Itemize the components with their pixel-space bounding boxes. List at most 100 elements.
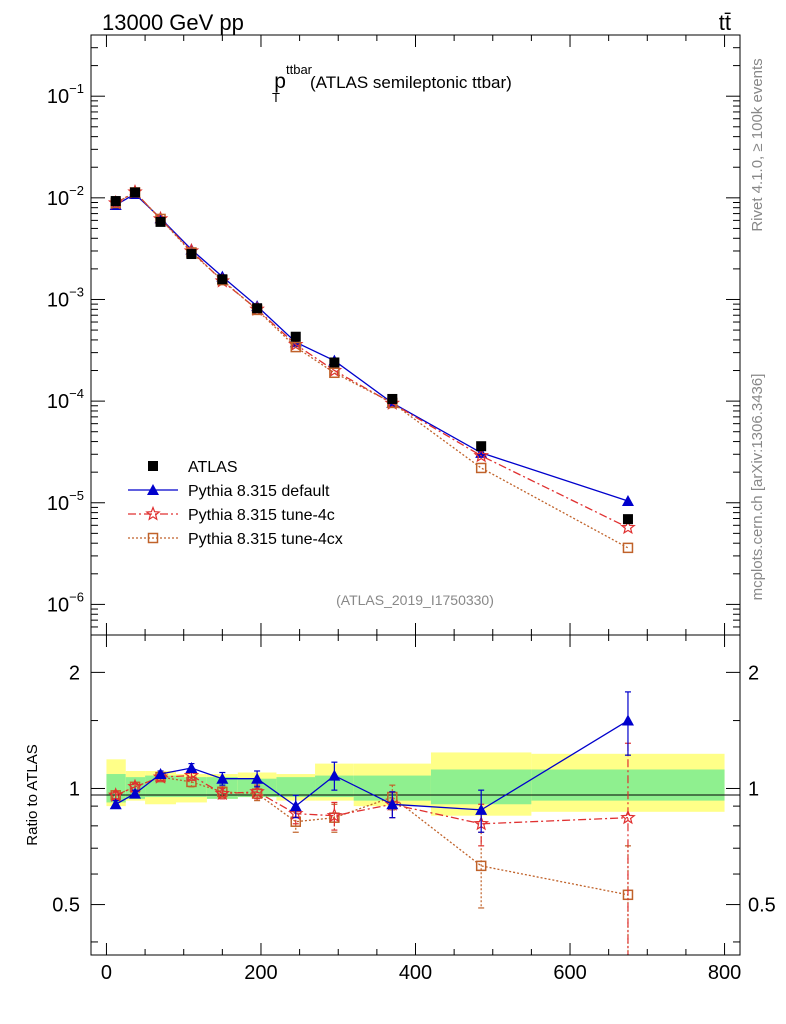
ratio-point-0-7 — [328, 769, 341, 781]
main-point-3-10 — [622, 542, 634, 554]
main-point-0-1 — [130, 187, 141, 198]
ratio-point-1-5 — [249, 783, 265, 799]
y-tick-label-1: 10−5 — [47, 488, 84, 515]
legend-label-1: Pythia 8.315 default — [188, 483, 330, 500]
x-tick-label-2: 400 — [399, 962, 432, 984]
main-point-3-6 — [290, 341, 301, 353]
series-2 — [107, 183, 636, 535]
legend-entry-1: Pythia 8.315 default — [128, 483, 330, 500]
header-left: 13000 GeV pp — [102, 10, 244, 35]
main-point-2-10 — [620, 519, 636, 535]
series-line-2 — [115, 191, 629, 529]
ratio-point-0-6 — [289, 800, 302, 812]
legend-label-2: Pythia 8.315 tune-4c — [188, 507, 335, 524]
ratio-point-1-3 — [183, 767, 200, 783]
ratio-point-1-4 — [214, 785, 231, 801]
x-tick-label-1: 200 — [244, 962, 277, 984]
main-point-1-10 — [621, 495, 634, 507]
ratio-tick-label-left-0: 0.5 — [52, 895, 80, 917]
legend-marker-0 — [148, 461, 158, 471]
y-tick-exp-2: −4 — [69, 386, 84, 401]
main-point-0-5 — [252, 303, 263, 314]
mcplots-label: mcplots.cern.ch [arXiv:1306.3436] — [749, 374, 766, 601]
legend-entry-0: ATLAS — [148, 459, 238, 476]
rivet-label: Rivet 4.1.0, ≥ 100k events — [749, 58, 766, 231]
legend-label-0: ATLAS — [188, 459, 238, 476]
main-point-0-7 — [329, 357, 340, 368]
legend-marker-1 — [147, 484, 159, 495]
main-point-3-9 — [475, 462, 487, 474]
legend: ATLAS Pythia 8.315 default Pythia 8.315 tu… — [128, 459, 343, 548]
ratio-point-1-10 — [620, 809, 636, 825]
y-tick-base-1: 10 — [47, 493, 69, 515]
ratio-tick-label-left-1: 1 — [69, 778, 80, 800]
legend-marker-3 — [147, 532, 159, 544]
band-inner-6 — [276, 777, 316, 798]
analysis-label: (ATLAS_2019_I1750330) — [336, 592, 494, 608]
series-0 — [110, 187, 633, 525]
ratio-tick-label-right-1: 1 — [748, 778, 759, 800]
title-sub: T — [272, 90, 280, 105]
ratio-point-1-2 — [152, 768, 169, 784]
legend-entry-2: Pythia 8.315 tune-4c — [128, 505, 335, 524]
main-point-0-8 — [387, 393, 398, 404]
ratio-series — [107, 691, 636, 955]
x-tick-label-3: 600 — [553, 962, 586, 984]
ratio-point-0-2 — [154, 768, 167, 780]
main-point-0-0 — [110, 196, 121, 207]
ratio-point-1-7 — [326, 807, 343, 823]
ratio-line-2 — [115, 776, 629, 896]
main-point-0-3 — [186, 249, 197, 260]
ratio-point-0-10 — [621, 714, 634, 726]
ratio-point-0-4 — [216, 772, 229, 784]
y-tick-exp-0: −6 — [69, 589, 84, 604]
ratio-tick-label-right-0: 0.5 — [748, 895, 776, 917]
main-point-0-2 — [155, 216, 166, 227]
title-rest: (ATLAS semileptonic ttbar) — [310, 73, 512, 92]
y-tick-exp-5: −1 — [69, 81, 84, 96]
x-tick-label-4: 800 — [708, 962, 741, 984]
y-tick-label-2: 10−4 — [47, 386, 84, 413]
main-point-0-9 — [476, 441, 487, 452]
ratio-point-0-3 — [185, 762, 198, 774]
main-point-0-4 — [217, 274, 228, 285]
y-tick-label-0: 10−6 — [47, 589, 84, 616]
ratio-point-0-5 — [251, 772, 264, 784]
title-sup: ttbar — [286, 62, 313, 77]
main-series — [107, 183, 636, 554]
y-tick-label-3: 10−3 — [47, 284, 84, 311]
main-point-0-6 — [290, 331, 301, 342]
legend-label-3: Pythia 8.315 tune-4cx — [188, 531, 343, 548]
main-point-3-7 — [329, 367, 340, 379]
ratio-tick-label-right-2: 2 — [748, 662, 759, 684]
legend-entry-3: Pythia 8.315 tune-4cx — [128, 531, 343, 548]
ratio-point-0-9 — [475, 803, 488, 815]
ratio-series-0 — [109, 691, 634, 833]
legend-marker-2 — [145, 505, 161, 521]
y-tick-base-3: 10 — [47, 289, 69, 311]
y-tick-base-4: 10 — [47, 188, 69, 210]
y-tick-base-5: 10 — [47, 86, 69, 108]
series-line-3 — [115, 191, 629, 549]
main-point-0-10 — [622, 514, 633, 525]
main-point-2-9 — [473, 447, 490, 463]
y-tick-exp-1: −5 — [69, 488, 84, 503]
ratio-point-0-1 — [129, 787, 142, 799]
axes: 0 200 400 600 80010−610−510−410−310−210−10.5… — [47, 34, 776, 984]
plot-title: pttbar T (ATLAS semileptonic ttbar) — [272, 62, 512, 105]
ratio-tick-label-left-2: 2 — [69, 662, 80, 684]
ratio-point-1-0 — [107, 787, 124, 802]
ratio-ylabel: Ratio to ATLAS — [24, 744, 41, 845]
header-right: tt̄ — [719, 10, 731, 35]
x-tick-label-0: 0 — [101, 962, 112, 984]
y-tick-base-0: 10 — [47, 594, 69, 616]
main-point-1-9 — [475, 446, 488, 458]
y-tick-exp-4: −2 — [69, 183, 84, 198]
ratio-point-2-9 — [475, 860, 487, 872]
y-tick-exp-3: −3 — [69, 284, 84, 299]
y-tick-label-4: 10−2 — [47, 183, 84, 210]
series-line-1 — [115, 193, 629, 502]
title-main: p — [274, 70, 286, 93]
y-tick-label-5: 10−1 — [47, 81, 84, 108]
ratio-point-0-0 — [109, 798, 122, 810]
